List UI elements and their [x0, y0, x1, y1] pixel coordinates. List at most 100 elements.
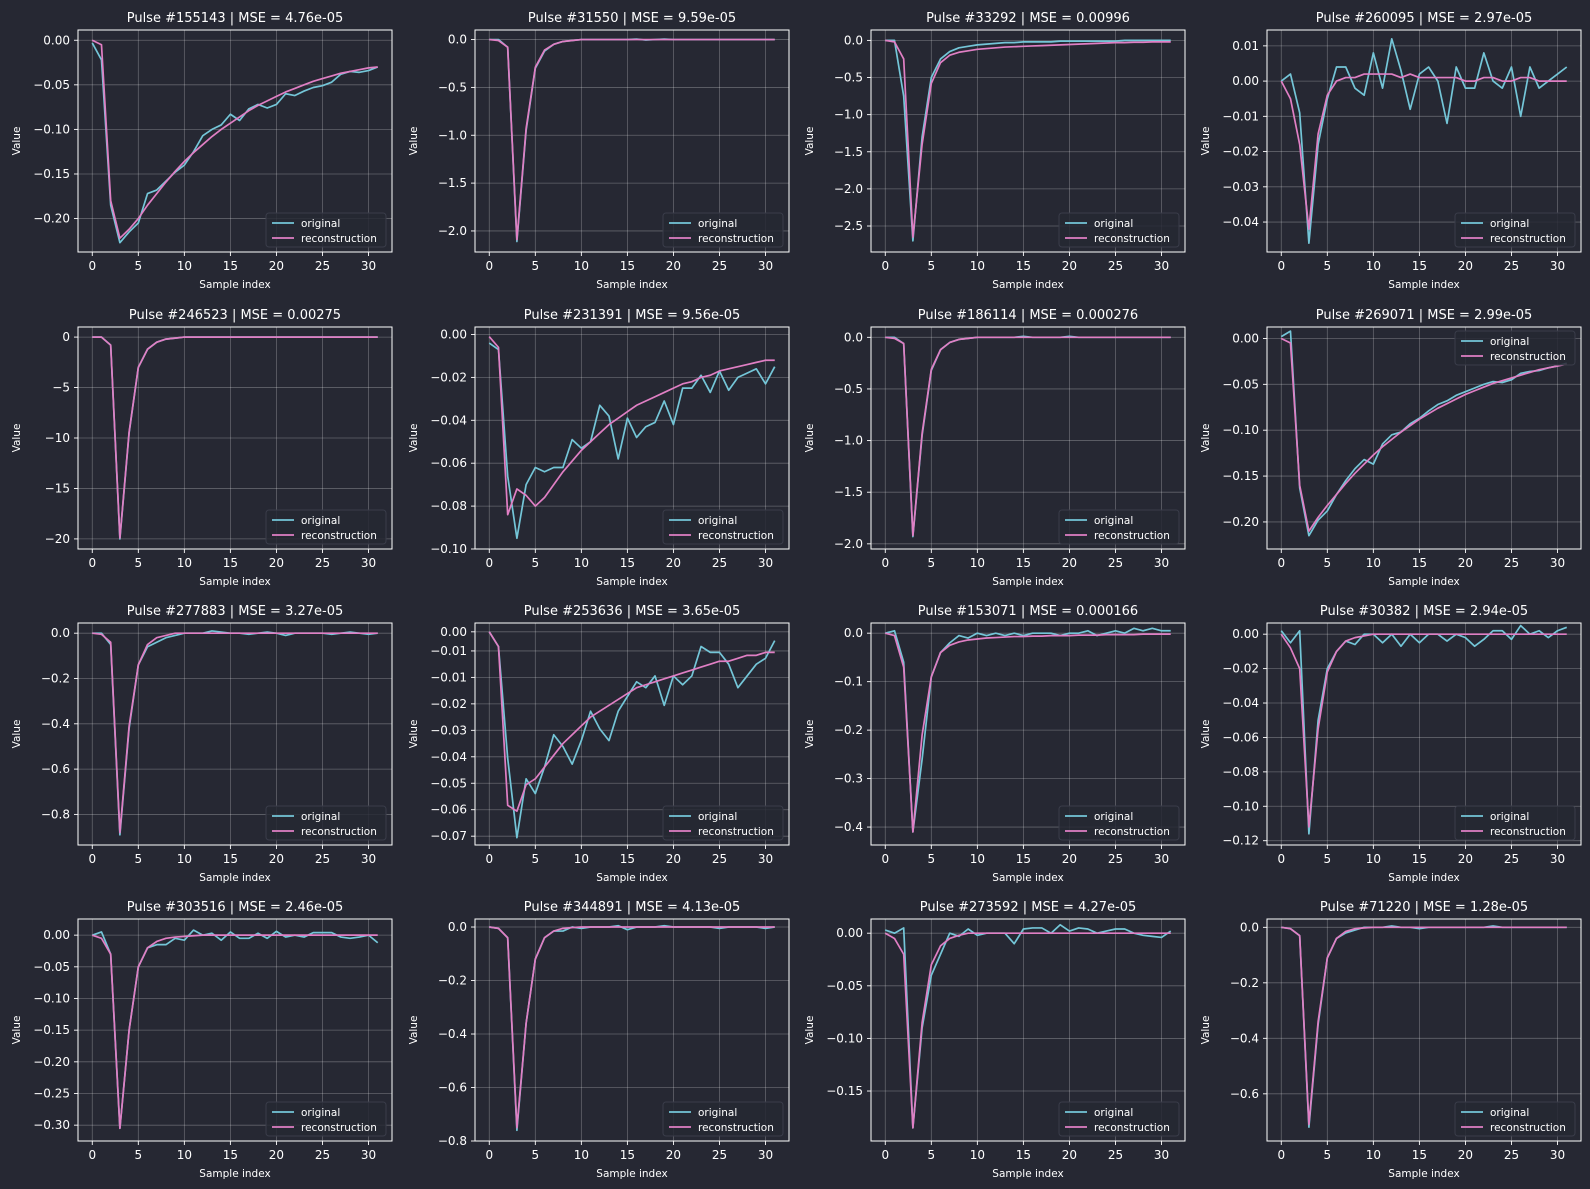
x-tick-label: 20 [269, 259, 284, 273]
chart-title: Pulse #30382 | MSE = 2.94e-05 [1320, 604, 1528, 619]
x-tick-label: 25 [315, 259, 330, 273]
x-tick-label: 25 [315, 1148, 330, 1162]
series-line-reconstruction [885, 39, 1171, 238]
y-axis-label: Value [408, 720, 420, 749]
y-tick-label: −0.10 [33, 991, 70, 1005]
legend-label-original: original [698, 811, 737, 823]
legend-label-reconstruction: reconstruction [1094, 826, 1170, 838]
legend-label-original: original [301, 218, 340, 230]
plot-frame [474, 622, 790, 846]
subplot-8: 0 5 10 15 20 25 30 0.00 −0.05 −0.10 −0.15 −0.20 Puls… [1200, 308, 1582, 588]
x-tick-label: 20 [1062, 1148, 1077, 1162]
x-tick-label: 25 [1504, 852, 1519, 866]
legend-box [662, 212, 784, 248]
y-tick-label: −0.06 [430, 456, 467, 470]
subplot-1: 0 5 10 15 20 25 30 0.00 −0.05 −0.10 −0.15 −0.20 Puls… [11, 11, 393, 291]
x-tick-label: 20 [269, 852, 284, 866]
y-tick-label: −0.15 [33, 1023, 70, 1037]
x-tick-label: 15 [1016, 556, 1031, 570]
y-axis-label: Value [1200, 424, 1212, 453]
x-tick-label: 0 [881, 259, 889, 273]
y-tick-label: 0.00 [1232, 74, 1259, 88]
legend-label-original: original [1094, 1107, 1133, 1119]
y-tick-label: −0.8 [41, 807, 70, 821]
x-tick-label: 10 [1366, 1148, 1381, 1162]
plot-frame [870, 918, 1186, 1142]
y-tick-label: 0.0 [51, 626, 70, 640]
x-tick-label: 15 [1412, 1148, 1427, 1162]
legend: original reconstruction [662, 805, 784, 841]
y-tick-label: −20 [45, 532, 70, 546]
x-tick-label: 25 [315, 556, 330, 570]
subplot-2: 0 5 10 15 20 25 30 0.0 −0.5 −1.0 −1.5 −2.0 Pulse #31… [408, 11, 790, 291]
x-tick-label: 20 [1458, 1148, 1473, 1162]
x-tick-label: 15 [223, 259, 238, 273]
x-tick-label: 10 [177, 852, 192, 866]
legend-label-reconstruction: reconstruction [301, 826, 377, 838]
y-tick-label: −0.4 [438, 1027, 467, 1041]
x-tick-label: 5 [1323, 259, 1331, 273]
y-tick-label: 0.00 [43, 928, 70, 942]
subplot-10: 0 5 10 15 20 25 30 0.00 −0.01 −0.01 −0.02 −0.03 −0.0… [408, 604, 790, 884]
x-tick-label: 20 [666, 259, 681, 273]
chart-title: Pulse #273592 | MSE = 4.27e-05 [920, 900, 1137, 915]
chart-title: Pulse #33292 | MSE = 0.00996 [926, 11, 1130, 26]
y-tick-label: −1.0 [834, 108, 863, 122]
legend: original reconstruction [265, 212, 387, 248]
y-tick-label: −0.12 [1222, 834, 1259, 848]
series-line-original [489, 924, 775, 1132]
legend-box [1454, 212, 1576, 248]
legend-label-original: original [301, 515, 340, 527]
y-tick-label: −0.2 [438, 974, 467, 988]
x-tick-label: 5 [1323, 556, 1331, 570]
legend: original reconstruction [662, 212, 784, 248]
legend: original reconstruction [662, 1101, 784, 1137]
series-line-reconstruction [1280, 337, 1567, 532]
series-line-original [488, 342, 776, 540]
x-tick-label: 30 [758, 556, 773, 570]
legend-box [1058, 1101, 1180, 1137]
legend: original reconstruction [662, 509, 784, 545]
x-tick-label: 20 [269, 556, 284, 570]
x-tick-label: 25 [712, 556, 727, 570]
x-tick-label: 0 [485, 556, 493, 570]
y-tick-label: −0.5 [438, 80, 467, 94]
y-tick-label: −0.02 [1222, 662, 1259, 676]
series-line-reconstruction [91, 39, 378, 240]
x-tick-label: 15 [1412, 556, 1427, 570]
plot-frame [474, 29, 790, 253]
y-axis-label: Value [408, 1016, 420, 1045]
chart-title: Pulse #155143 | MSE = 4.76e-05 [127, 11, 344, 26]
x-axis-label: Sample index [596, 576, 667, 588]
x-tick-label: 0 [881, 1148, 889, 1162]
legend-label-original: original [301, 1107, 340, 1119]
legend-box [662, 805, 784, 841]
series-line-original [884, 923, 1172, 1129]
plot-frame [1266, 918, 1582, 1142]
legend: original reconstruction [1454, 330, 1576, 366]
y-axis-label: Value [11, 127, 23, 156]
x-axis-label: Sample index [1388, 872, 1459, 884]
y-tick-label: −0.04 [1222, 215, 1259, 229]
y-tick-label: −0.15 [826, 1084, 863, 1098]
x-axis-label: Sample index [992, 279, 1063, 291]
x-axis-label: Sample index [992, 1168, 1063, 1180]
legend-label-original: original [1094, 515, 1133, 527]
legend-label-reconstruction: reconstruction [698, 530, 774, 542]
y-axis-label: Value [408, 424, 420, 453]
x-tick-label: 25 [1108, 556, 1123, 570]
subplot-4: 0 5 10 15 20 25 30 0.01 0.00 −0.01 −0.02 −0.03 −0.04… [1200, 11, 1582, 291]
legend-label-original: original [1490, 1107, 1529, 1119]
series-line-original [489, 38, 775, 243]
y-tick-label: 0.0 [1240, 920, 1259, 934]
plot-frame [1266, 622, 1582, 846]
legend-label-reconstruction: reconstruction [698, 826, 774, 838]
x-tick-label: 15 [1412, 259, 1427, 273]
subplot-12: 0 5 10 15 20 25 30 0.00 −0.02 −0.04 −0.06 −0.08 −0.1… [1200, 604, 1582, 884]
legend: original reconstruction [1454, 212, 1576, 248]
x-axis-label: Sample index [596, 279, 667, 291]
y-tick-label: −0.02 [430, 370, 467, 384]
x-tick-label: 10 [970, 259, 985, 273]
x-tick-label: 10 [574, 852, 589, 866]
series-line-reconstruction [1280, 633, 1567, 828]
